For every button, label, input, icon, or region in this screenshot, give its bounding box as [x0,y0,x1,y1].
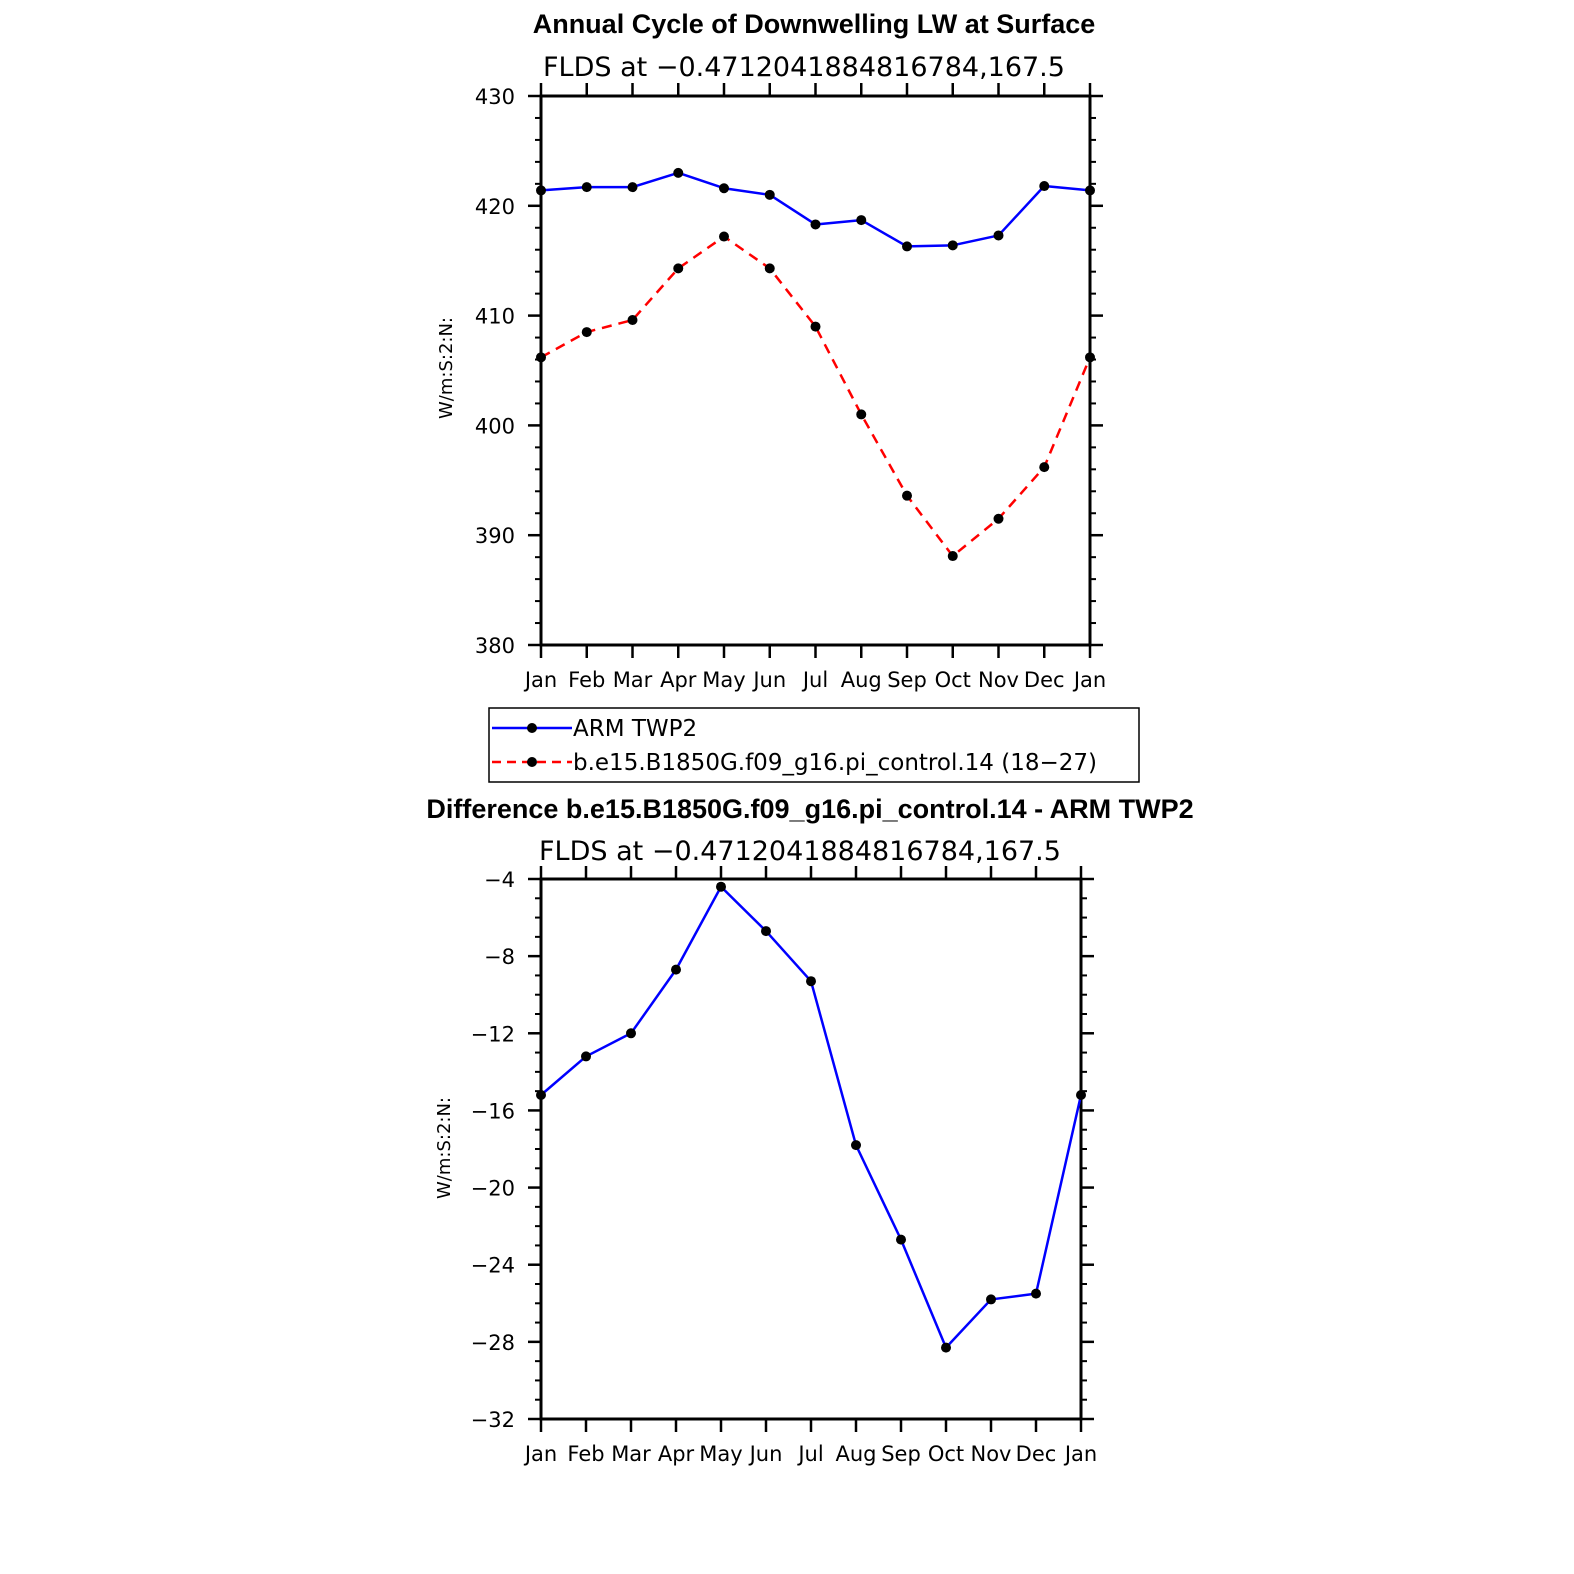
data-point [761,926,771,937]
chart-title: Annual Cycle of Downwelling LW at Surfac… [533,9,1096,39]
data-point [993,513,1004,524]
y-tick-label: −32 [471,1408,515,1432]
x-tick-label: Mar [613,668,653,692]
annual-cycle-chart: Annual Cycle of Downwelling LW at Surfac… [436,9,1106,692]
x-tick-label: Jan [1063,1442,1097,1466]
data-point [851,1140,861,1151]
data-point [856,215,867,226]
chart-title: Difference b.e15.B1850G.f09_g16.pi_contr… [426,794,1193,824]
data-point [536,1090,546,1100]
data-point [902,241,912,252]
series-line-1 [540,235,1092,558]
x-tick-label: Oct [935,668,971,692]
data-point [810,219,821,230]
plot-frame [539,94,1092,647]
data-point [902,490,912,501]
y-axis-label: W/m:S:2:N: [434,1097,455,1199]
data-point [581,182,592,193]
data-point [626,1028,636,1039]
legend: ARM TWP2 b.e15.B1850G.f09_g16.pi_control… [488,707,1140,783]
data-point [581,327,592,338]
data-point [810,321,821,332]
y-tick-label: 380 [475,634,515,658]
x-tick-label: Nov [978,668,1019,692]
y-tick-label: −20 [471,1177,515,1201]
y-tick-label: 420 [475,195,515,219]
y-tick-label: 390 [475,524,515,548]
x-tick-label: Nov [971,1442,1012,1466]
x-tick-label: Aug [841,668,882,692]
x-tick-label: Apr [658,1442,695,1466]
data-point [947,240,958,251]
y-tick-label: −8 [484,945,515,969]
data-point [1085,185,1095,196]
data-point [856,409,867,420]
legend-marker-arm [527,723,537,733]
x-tick-label: Dec [1024,668,1065,692]
x-tick-label: Jan [523,1442,557,1466]
x-tick-label: Aug [835,1442,876,1466]
x-tick-label: Jan [523,668,557,692]
data-point [764,189,775,200]
y-axis-label: W/m:S:2:N: [436,317,457,419]
x-tick-label: Apr [660,668,697,692]
data-point [1031,1288,1041,1299]
difference-chart: Difference b.e15.B1850G.f09_g16.pi_contr… [426,794,1193,1466]
data-point [673,167,684,178]
legend-label-arm: ARM TWP2 [573,716,697,742]
data-point [896,1234,906,1245]
y-tick-label: −12 [471,1022,515,1046]
x-tick-label: Jul [796,1442,823,1466]
x-tick-label: Sep [881,1442,921,1466]
x-tick-label: Jun [748,1442,783,1466]
legend-box [488,707,1140,783]
data-point [993,230,1004,241]
y-tick-label: −24 [471,1254,515,1278]
x-tick-label: Feb [568,668,605,692]
legend-label-model: b.e15.B1850G.f09_g16.pi_control.14 (18−2… [573,750,1097,776]
data-point [806,976,816,987]
y-tick-label: −16 [471,1099,515,1123]
y-tick-label: 400 [475,414,515,438]
data-point [627,314,638,325]
data-point [1085,352,1095,363]
x-tick-label: Mar [611,1442,651,1466]
x-tick-label: May [702,668,745,692]
x-tick-label: Dec [1016,1442,1057,1466]
data-point [1039,181,1050,192]
data-point [986,1294,996,1305]
data-point [764,263,775,274]
data-point [1076,1090,1086,1100]
data-point [719,183,729,194]
series-line-0 [540,171,1091,248]
x-tick-label: Oct [928,1442,964,1466]
x-tick-label: Sep [887,668,927,692]
series-line-0 [540,885,1083,1349]
data-point [671,964,681,975]
y-tick-label: −28 [471,1331,515,1355]
data-point [581,1051,591,1062]
data-point [719,231,729,242]
chart-subtitle: FLDS at −0.4712041884816784,167.5 [539,836,1061,867]
legend-marker-model [527,757,537,767]
data-point [1039,462,1050,473]
data-point [627,182,638,193]
data-point [941,1342,951,1353]
x-tick-label: Jul [801,668,828,692]
plot-frame [539,877,1083,1421]
data-point [716,881,726,892]
x-tick-label: Feb [567,1442,604,1466]
data-point [947,551,958,562]
y-tick-label: 430 [475,85,515,109]
x-tick-label: Jan [1072,668,1106,692]
data-point [536,352,546,363]
y-tick-label: 410 [475,305,515,329]
y-tick-label: −4 [484,868,515,892]
data-point [536,185,546,196]
x-tick-label: Jun [751,668,786,692]
data-point [673,263,684,274]
x-tick-label: May [699,1442,742,1466]
chart-subtitle: FLDS at −0.4712041884816784,167.5 [543,52,1065,83]
